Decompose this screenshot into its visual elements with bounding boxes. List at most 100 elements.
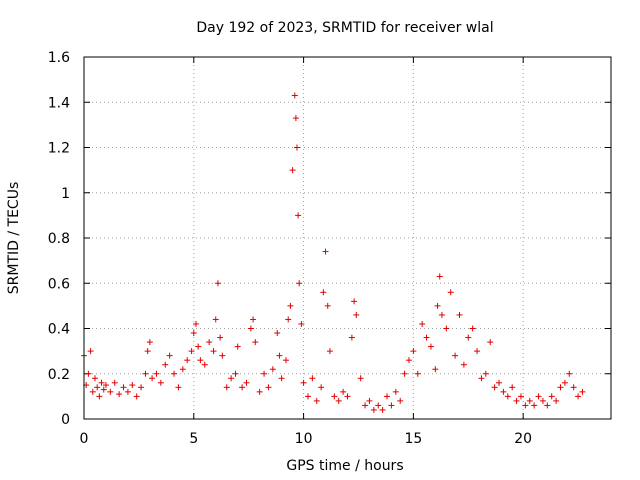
data-point	[443, 325, 450, 332]
data-point	[98, 379, 105, 386]
data-point	[397, 397, 404, 404]
data-point	[392, 388, 399, 395]
data-point	[144, 348, 151, 355]
y-tick-label: 1.4	[48, 95, 70, 111]
data-point	[146, 339, 153, 346]
data-point	[243, 379, 250, 386]
data-point	[201, 361, 208, 368]
data-point	[557, 384, 564, 391]
data-point	[107, 388, 114, 395]
data-point	[300, 379, 307, 386]
data-point	[357, 375, 364, 382]
data-point	[326, 348, 333, 355]
data-point	[278, 375, 285, 382]
data-point	[331, 393, 338, 400]
data-point	[548, 393, 555, 400]
data-point	[256, 388, 263, 395]
data-point	[184, 357, 191, 364]
data-point	[579, 388, 586, 395]
data-point	[223, 384, 230, 391]
data-point	[324, 302, 331, 309]
data-point	[87, 348, 94, 355]
data-point	[436, 273, 443, 280]
data-point	[504, 393, 511, 400]
data-point	[212, 316, 219, 323]
data-point	[179, 366, 186, 373]
chart-title: Day 192 of 2023, SRMTID for receiver wla…	[196, 20, 493, 36]
y-tick-label: 0.6	[48, 276, 70, 292]
data-point	[287, 302, 294, 309]
data-point	[427, 343, 434, 350]
data-point	[375, 402, 382, 409]
data-point	[292, 115, 299, 122]
data-point	[447, 289, 454, 296]
data-point	[124, 388, 131, 395]
data-point	[423, 334, 430, 341]
y-tick-labels: 0 0.2 0.4 0.6 0.8 1 1.2 1.4 1.6	[48, 50, 70, 428]
data-point	[289, 167, 296, 174]
y-tick-label: 1.6	[48, 50, 70, 66]
data-point	[531, 402, 538, 409]
data-point	[566, 370, 573, 377]
data-point	[261, 370, 268, 377]
data-points	[81, 92, 586, 413]
data-point	[465, 334, 472, 341]
data-point	[293, 144, 300, 151]
data-point	[469, 325, 476, 332]
y-tick-label: 1	[61, 186, 70, 202]
x-tick-label: 15	[404, 431, 422, 447]
data-point	[276, 352, 283, 359]
data-point	[153, 370, 160, 377]
data-point	[133, 393, 140, 400]
x-tick-label: 0	[80, 431, 89, 447]
data-point	[250, 316, 257, 323]
y-axis-label: SRMTID / TECUs	[6, 182, 22, 295]
data-point	[102, 382, 109, 389]
data-point	[388, 402, 395, 409]
data-point	[570, 384, 577, 391]
data-point	[162, 361, 169, 368]
data-point	[491, 384, 498, 391]
data-point	[509, 384, 516, 391]
data-point	[234, 343, 241, 350]
data-point	[496, 379, 503, 386]
data-point	[285, 316, 292, 323]
data-point	[553, 397, 560, 404]
data-point	[513, 397, 520, 404]
data-point	[340, 388, 347, 395]
data-point	[370, 406, 377, 413]
data-point	[197, 357, 204, 364]
data-point	[120, 384, 127, 391]
data-point	[116, 391, 123, 398]
data-point	[206, 339, 213, 346]
data-point	[190, 330, 197, 337]
data-point	[142, 370, 149, 377]
data-point	[195, 343, 202, 350]
data-point	[138, 384, 145, 391]
data-point	[474, 348, 481, 355]
data-point	[166, 352, 173, 359]
data-point	[517, 393, 524, 400]
data-point	[348, 334, 355, 341]
data-point	[456, 311, 463, 318]
data-point	[362, 402, 369, 409]
data-point	[414, 370, 421, 377]
data-point	[149, 375, 156, 382]
plot-frame	[83, 56, 612, 420]
data-point	[384, 393, 391, 400]
data-point	[353, 311, 360, 318]
data-point	[544, 402, 551, 409]
data-point	[313, 397, 320, 404]
data-point	[232, 370, 239, 377]
data-point	[304, 393, 311, 400]
data-point	[575, 393, 582, 400]
data-point	[344, 393, 351, 400]
data-point	[561, 379, 568, 386]
data-point	[171, 370, 178, 377]
data-point	[434, 302, 441, 309]
data-point	[500, 388, 507, 395]
x-tick-label: 20	[514, 431, 532, 447]
y-tick-label: 0	[61, 412, 70, 428]
data-point	[291, 92, 298, 99]
